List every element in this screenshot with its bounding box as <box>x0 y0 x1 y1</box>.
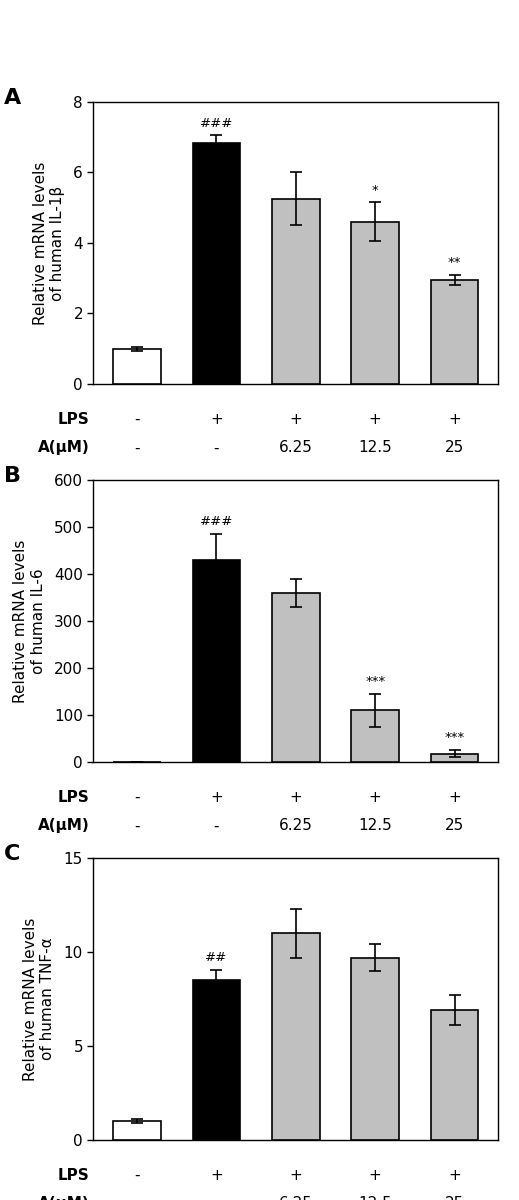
Text: +: + <box>290 412 302 427</box>
Bar <box>193 560 240 762</box>
Text: 25: 25 <box>445 1196 464 1200</box>
Bar <box>193 143 240 384</box>
Text: +: + <box>448 1169 461 1183</box>
Text: C: C <box>4 844 21 864</box>
Text: 12.5: 12.5 <box>358 1196 392 1200</box>
Text: -: - <box>134 412 140 427</box>
Text: -: - <box>134 1169 140 1183</box>
Bar <box>193 980 240 1140</box>
Bar <box>431 280 479 384</box>
Text: +: + <box>369 1169 381 1183</box>
Y-axis label: Relative mRNA levels
of human IL-1β: Relative mRNA levels of human IL-1β <box>33 161 65 325</box>
Text: 6.25: 6.25 <box>279 818 313 833</box>
Text: +: + <box>369 412 381 427</box>
Text: B: B <box>4 466 21 486</box>
Text: 12.5: 12.5 <box>358 818 392 833</box>
Y-axis label: Relative mRNA levels
of human TNF-α: Relative mRNA levels of human TNF-α <box>23 917 56 1081</box>
Y-axis label: Relative mRNA levels
of human IL-6: Relative mRNA levels of human IL-6 <box>13 539 46 703</box>
Text: A(μM): A(μM) <box>37 1196 89 1200</box>
Text: LPS: LPS <box>58 790 89 805</box>
Bar <box>272 593 320 762</box>
Bar <box>431 754 479 762</box>
Text: +: + <box>369 790 381 805</box>
Bar <box>272 199 320 384</box>
Text: 25: 25 <box>445 440 464 455</box>
Text: A(μM): A(μM) <box>37 818 89 833</box>
Text: 6.25: 6.25 <box>279 1196 313 1200</box>
Text: ##: ## <box>206 952 227 965</box>
Text: A(μM): A(μM) <box>37 440 89 455</box>
Text: -: - <box>214 818 219 833</box>
Text: -: - <box>214 1196 219 1200</box>
Bar <box>272 934 320 1140</box>
Text: -: - <box>214 440 219 455</box>
Bar <box>351 222 399 384</box>
Text: A: A <box>4 88 22 108</box>
Bar <box>113 349 161 384</box>
Text: +: + <box>448 790 461 805</box>
Bar <box>431 1010 479 1140</box>
Text: ***: *** <box>444 731 465 744</box>
Text: +: + <box>210 790 223 805</box>
Text: +: + <box>448 412 461 427</box>
Text: +: + <box>290 1169 302 1183</box>
Text: -: - <box>134 1196 140 1200</box>
Text: -: - <box>134 440 140 455</box>
Text: *: * <box>372 184 378 197</box>
Text: -: - <box>134 818 140 833</box>
Text: ###: ### <box>200 116 233 130</box>
Text: 25: 25 <box>445 818 464 833</box>
Text: ***: *** <box>365 676 385 689</box>
Bar <box>351 958 399 1140</box>
Text: 12.5: 12.5 <box>358 440 392 455</box>
Text: ###: ### <box>200 516 233 528</box>
Text: LPS: LPS <box>58 1169 89 1183</box>
Text: +: + <box>210 1169 223 1183</box>
Text: **: ** <box>448 256 461 269</box>
Bar <box>351 710 399 762</box>
Text: +: + <box>210 412 223 427</box>
Text: 6.25: 6.25 <box>279 440 313 455</box>
Bar <box>113 1121 161 1140</box>
Text: -: - <box>134 790 140 805</box>
Text: LPS: LPS <box>58 412 89 427</box>
Text: +: + <box>290 790 302 805</box>
